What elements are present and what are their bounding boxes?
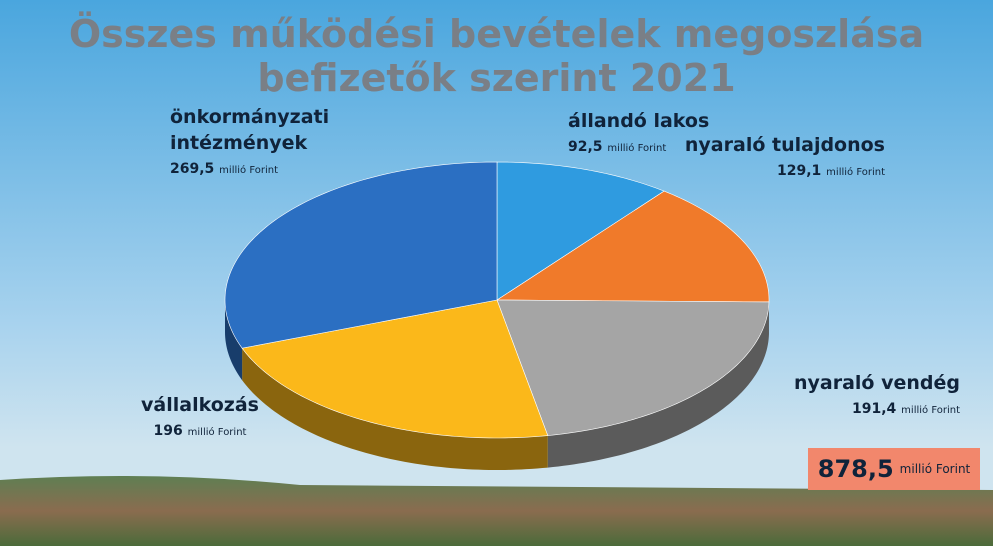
pie-side: [225, 300, 243, 381]
total-unit: millió Forint: [899, 462, 971, 476]
slice-label: önkormányzati intézmények 269,5 millió Fo…: [170, 104, 360, 184]
unit-label: millió Forint: [187, 427, 247, 438]
unit-label: millió Forint: [901, 405, 960, 416]
value-label: 196: [153, 423, 183, 439]
unit-label: millió Forint: [826, 167, 885, 178]
unit-label: millió Forint: [607, 143, 667, 154]
slice-label: nyaraló vendég 191,4 millió Forint: [740, 370, 960, 424]
chart-title: Összes működési bevételek megoszlása bef…: [68, 12, 925, 100]
value-label: 92,5: [568, 139, 603, 155]
pie-slice: [241, 299, 549, 439]
pie-side: [547, 301, 769, 468]
value-line: 269,5 millió Forint: [170, 156, 360, 184]
total-box: 878,5 millió Forint: [808, 448, 980, 490]
value-label: 269,5: [170, 161, 215, 177]
pie-slice: [496, 161, 665, 301]
pie-slice: [224, 161, 498, 349]
category-name: vállalkozás: [141, 394, 259, 416]
category-name: önkormányzati intézmények: [170, 106, 330, 154]
total-value: 878,5: [817, 455, 894, 483]
slice-label: vállalkozás 196 millió Forint: [110, 392, 290, 446]
category-name: nyaraló tulajdonos: [684, 134, 885, 156]
slice-label: nyaraló tulajdonos 129,1 millió Forint: [680, 132, 885, 186]
value-line: 196 millió Forint: [110, 418, 290, 446]
category-name: állandó lakos: [568, 110, 710, 132]
town-photo: [0, 476, 993, 546]
value-label: 191,4: [852, 401, 897, 417]
pie-slice: [496, 299, 770, 436]
value-line: 191,4 millió Forint: [740, 396, 960, 424]
value-line: 92,5 millió Forint: [568, 134, 768, 162]
slice-label: állandó lakos 92,5 millió Forint: [568, 108, 768, 162]
value-line: 129,1 millió Forint: [680, 158, 885, 186]
pie-slice: [496, 190, 770, 303]
pie-side: [242, 348, 548, 470]
category-name: nyaraló vendég: [794, 372, 960, 394]
value-label: 129,1: [777, 163, 822, 179]
unit-label: millió Forint: [219, 165, 278, 176]
pie: [224, 161, 770, 470]
